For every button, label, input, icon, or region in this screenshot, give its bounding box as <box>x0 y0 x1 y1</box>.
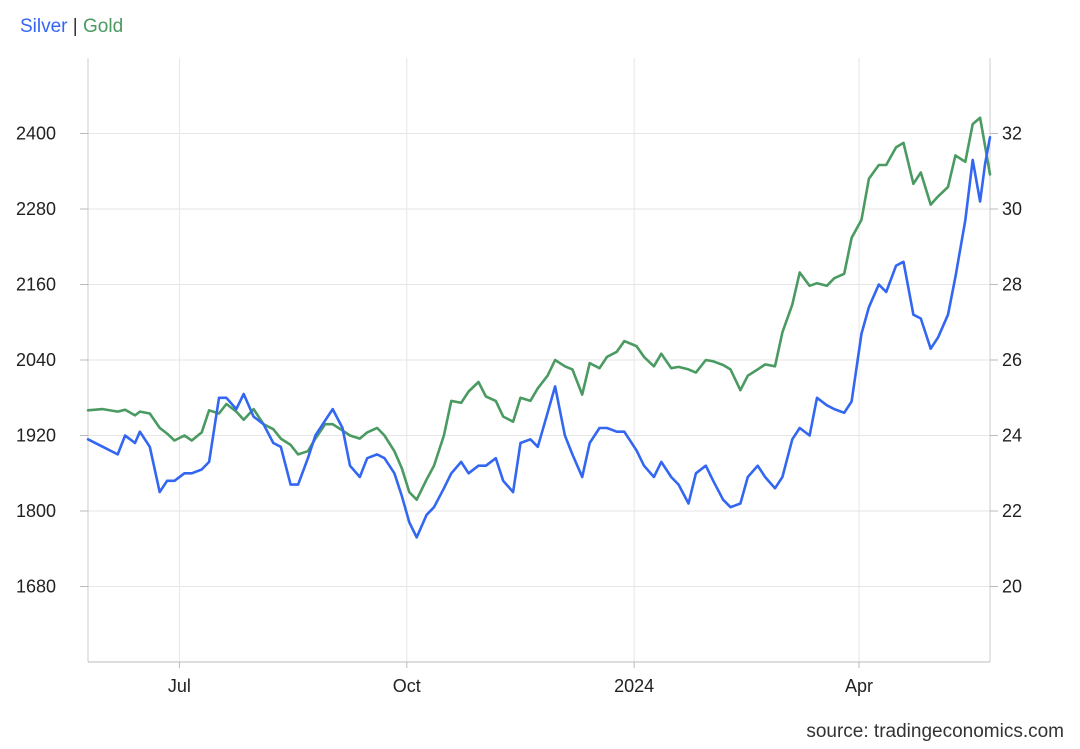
silver-series-line <box>86 136 992 539</box>
gold-series-line <box>86 116 992 501</box>
x-tick-label: 2024 <box>614 676 654 696</box>
left-tick-label: 1920 <box>16 426 56 446</box>
chart-legend: Silver | Gold <box>20 16 123 38</box>
legend-silver[interactable]: Silver <box>20 16 68 37</box>
right-tick-label: 24 <box>1002 426 1022 446</box>
series-lines <box>86 116 992 539</box>
left-tick-label: 1800 <box>16 501 56 521</box>
legend-separator: | <box>72 16 78 37</box>
grid <box>87 58 991 663</box>
left-tick-label: 2280 <box>16 199 56 219</box>
source-credit: source: tradingeconomics.com <box>806 721 1064 742</box>
left-axis: 1680 1800 1920 2040 2160 2280 2400 <box>16 124 88 597</box>
x-tick-label: Oct <box>393 676 421 696</box>
left-tick-label: 2160 <box>16 275 56 295</box>
right-tick-label: 20 <box>1002 577 1022 597</box>
right-tick-label: 32 <box>1002 124 1022 144</box>
right-tick-label: 28 <box>1002 275 1022 295</box>
left-tick-label: 2040 <box>16 350 56 370</box>
x-axis: Jul Oct 2024 Apr <box>168 662 873 696</box>
right-tick-label: 26 <box>1002 350 1022 370</box>
left-tick-label: 2400 <box>16 124 56 144</box>
legend-gold[interactable]: Gold <box>83 16 124 37</box>
right-tick-label: 30 <box>1002 199 1022 219</box>
x-tick-label: Jul <box>168 676 191 696</box>
left-tick-label: 1680 <box>16 577 56 597</box>
x-tick-label: Apr <box>845 676 873 696</box>
right-axis: 20 22 24 26 28 30 32 <box>990 124 1022 597</box>
right-tick-label: 22 <box>1002 501 1022 521</box>
